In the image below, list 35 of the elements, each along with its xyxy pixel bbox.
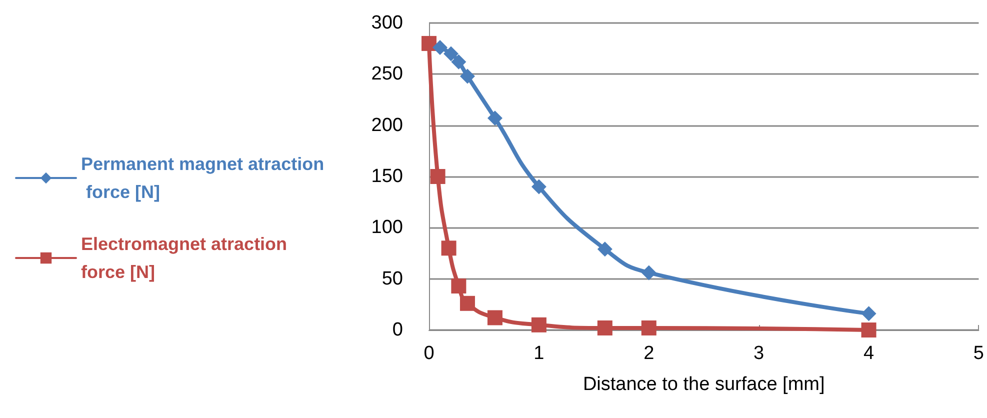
x-tick-label: 5 (973, 343, 984, 364)
y-tick-label: 300 (371, 12, 403, 34)
point (641, 265, 656, 280)
y-tick-label: 50 (382, 268, 403, 290)
x-axis-title: Distance to the surface [mm] (582, 374, 825, 395)
point (422, 36, 436, 51)
y-tick-label: 0 (392, 320, 403, 340)
point (641, 320, 656, 336)
point (460, 68, 475, 84)
y-tick-label: 100 (371, 217, 403, 238)
point (460, 296, 475, 311)
x-tick-label: 1 (534, 343, 544, 364)
point (451, 278, 466, 294)
x-tick-label: 3 (754, 343, 764, 364)
point (531, 317, 546, 332)
point (861, 306, 876, 322)
legend-label: Permanent magnet atraction force [N] (81, 154, 324, 202)
y-tick-label: 150 (371, 166, 403, 187)
point (432, 40, 448, 56)
point (430, 169, 446, 184)
point (487, 310, 502, 326)
y-tick-label: 250 (371, 64, 403, 85)
point (487, 110, 502, 126)
point (861, 322, 876, 338)
point (451, 54, 466, 70)
x-tick-label: 2 (644, 343, 654, 364)
point (443, 46, 458, 62)
x-tick-label: 4 (863, 343, 874, 364)
y-tick-label: 200 (371, 114, 403, 136)
point (597, 320, 612, 336)
legend-label: Electromagnet atraction force [N] (81, 234, 292, 282)
point (597, 242, 612, 257)
point (441, 240, 456, 256)
x-tick-label: 0 (424, 343, 434, 364)
point (531, 179, 546, 194)
